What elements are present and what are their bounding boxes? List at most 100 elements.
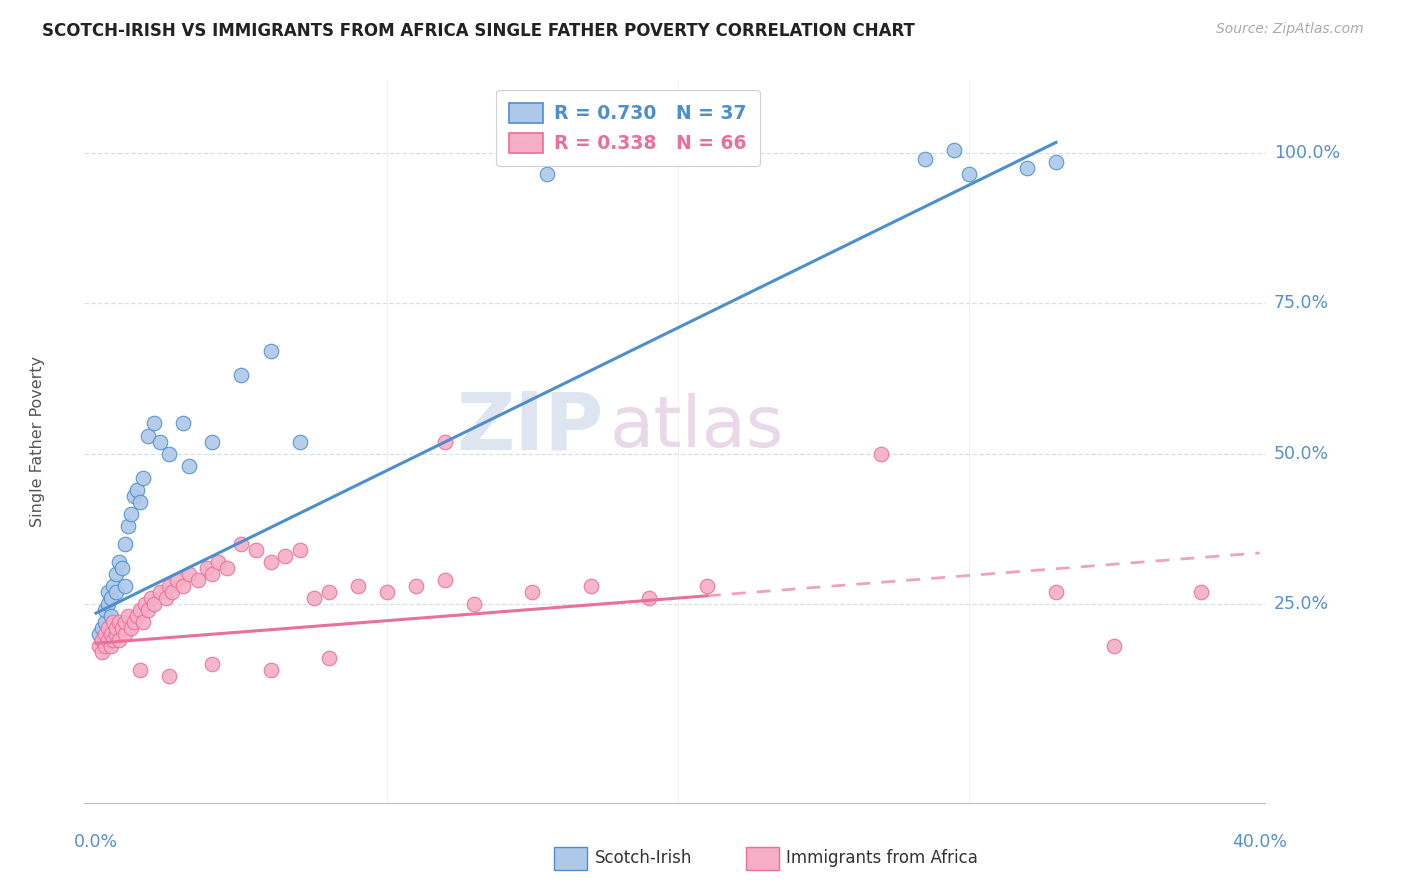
Point	[97, 633, 120, 648]
FancyBboxPatch shape	[745, 847, 779, 870]
Point	[870, 446, 893, 460]
Point	[87, 627, 110, 641]
Point	[302, 591, 325, 606]
Point	[1045, 585, 1067, 599]
Point	[696, 579, 718, 593]
Point	[90, 621, 112, 635]
Point	[231, 537, 253, 551]
Point	[93, 603, 115, 617]
Point	[108, 555, 131, 569]
Legend: R = 0.730   N = 37, R = 0.338   N = 66: R = 0.730 N = 37, R = 0.338 N = 66	[496, 90, 759, 166]
Point	[100, 591, 122, 606]
Point	[318, 651, 340, 665]
Point	[131, 471, 153, 485]
Text: Source: ZipAtlas.com: Source: ZipAtlas.com	[1216, 22, 1364, 37]
Text: 40.0%: 40.0%	[1232, 833, 1286, 851]
Point	[122, 489, 145, 503]
Point	[155, 591, 177, 606]
Point	[141, 591, 163, 606]
Text: Immigrants from Africa: Immigrants from Africa	[786, 849, 977, 867]
Text: 75.0%: 75.0%	[1274, 294, 1329, 312]
Point	[97, 621, 120, 635]
Point	[90, 633, 112, 648]
Point	[637, 591, 659, 606]
Point	[128, 664, 150, 678]
Point	[125, 483, 148, 497]
Point	[93, 639, 115, 653]
Point	[108, 615, 131, 630]
Point	[1015, 161, 1038, 175]
Point	[375, 585, 398, 599]
Point	[187, 573, 209, 587]
Point	[1045, 154, 1067, 169]
Point	[87, 639, 110, 653]
Point	[105, 585, 128, 599]
Point	[172, 579, 194, 593]
Point	[463, 597, 485, 611]
Text: SCOTCH-IRISH VS IMMIGRANTS FROM AFRICA SINGLE FATHER POVERTY CORRELATION CHART: SCOTCH-IRISH VS IMMIGRANTS FROM AFRICA S…	[42, 22, 915, 40]
Point	[128, 603, 150, 617]
Point	[160, 585, 183, 599]
Point	[108, 633, 131, 648]
Point	[166, 573, 188, 587]
Point	[346, 579, 368, 593]
Point	[177, 567, 200, 582]
Point	[318, 585, 340, 599]
Point	[138, 428, 160, 442]
Point	[138, 603, 160, 617]
Text: atlas: atlas	[610, 392, 785, 461]
Point	[274, 549, 297, 563]
Point	[117, 519, 139, 533]
Point	[259, 555, 281, 569]
Point	[103, 633, 125, 648]
Point	[957, 167, 980, 181]
FancyBboxPatch shape	[554, 847, 588, 870]
Text: 50.0%: 50.0%	[1274, 444, 1329, 463]
Point	[114, 627, 136, 641]
Point	[114, 537, 136, 551]
Point	[120, 621, 142, 635]
Text: 100.0%: 100.0%	[1274, 144, 1340, 161]
Point	[93, 627, 115, 641]
Point	[125, 609, 148, 624]
Point	[105, 567, 128, 582]
Point	[215, 561, 238, 575]
Point	[522, 585, 544, 599]
Point	[134, 597, 156, 611]
Point	[201, 434, 224, 449]
Point	[128, 494, 150, 508]
Point	[245, 542, 267, 557]
Point	[579, 579, 602, 593]
Point	[536, 167, 558, 181]
Point	[100, 639, 122, 653]
Point	[90, 645, 112, 659]
Point	[120, 507, 142, 521]
Point	[405, 579, 427, 593]
Point	[143, 417, 166, 431]
Point	[172, 417, 194, 431]
Point	[1102, 639, 1125, 653]
Point	[103, 579, 125, 593]
Text: 25.0%: 25.0%	[1274, 595, 1329, 613]
Point	[103, 615, 125, 630]
Point	[434, 573, 457, 587]
Point	[100, 627, 122, 641]
Point	[177, 458, 200, 473]
Point	[207, 555, 229, 569]
Text: ZIP: ZIP	[457, 388, 605, 467]
Point	[122, 615, 145, 630]
Point	[100, 609, 122, 624]
Point	[157, 669, 180, 683]
Point	[131, 615, 153, 630]
Point	[111, 561, 134, 575]
Point	[914, 152, 936, 166]
Point	[117, 609, 139, 624]
Point	[97, 597, 120, 611]
Point	[1189, 585, 1212, 599]
Point	[97, 585, 120, 599]
Point	[105, 627, 128, 641]
Point	[231, 368, 253, 383]
Point	[259, 664, 281, 678]
Point	[114, 615, 136, 630]
Point	[434, 434, 457, 449]
